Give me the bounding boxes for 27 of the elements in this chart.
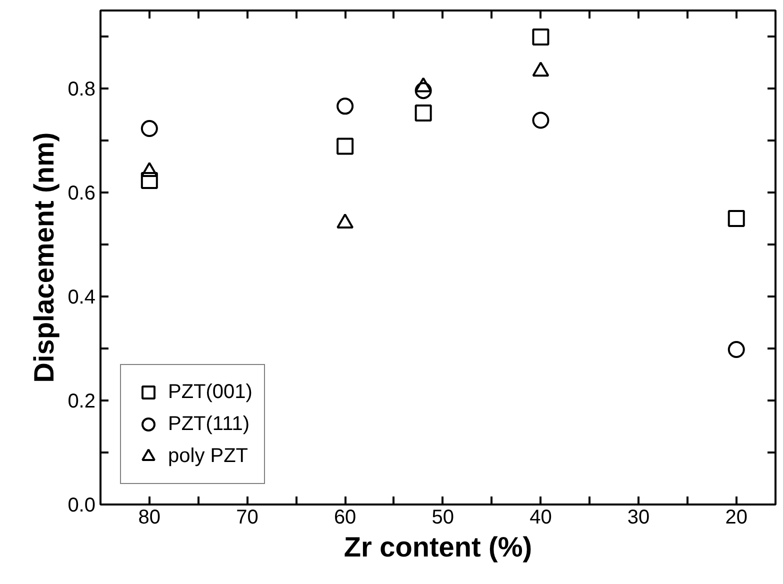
- x-tick-label: 60: [334, 506, 356, 528]
- y-tick-label: 0.2: [68, 390, 96, 412]
- legend-label: PZT(001): [168, 380, 252, 404]
- x-tick-label: 70: [236, 506, 258, 528]
- point: [336, 138, 354, 155]
- y-tick-label: 0.6: [68, 182, 96, 204]
- x-tick-label: 50: [432, 506, 454, 528]
- y-tick-label: 0.4: [68, 286, 96, 308]
- point: [728, 341, 745, 358]
- y-tick-label: 0.0: [68, 494, 96, 516]
- point: [532, 28, 550, 46]
- point: [336, 98, 354, 115]
- point: [140, 172, 158, 190]
- point: [414, 104, 432, 122]
- point: [414, 82, 432, 100]
- x-tick-label: 30: [627, 506, 650, 528]
- x-tick-label: 80: [138, 506, 161, 528]
- y-axis-title: Displacement (nm): [28, 132, 60, 383]
- x-tick-label: 40: [530, 506, 552, 528]
- y-tick-label: 0.8: [68, 78, 96, 100]
- legend-label: PZT(111): [168, 412, 250, 436]
- x-tick-label: 20: [725, 506, 748, 528]
- x-axis-title: Zr content (%): [344, 532, 532, 562]
- point: [532, 112, 550, 129]
- legend-label: poly PZT: [168, 444, 248, 468]
- point: [728, 210, 745, 227]
- point: [140, 120, 158, 138]
